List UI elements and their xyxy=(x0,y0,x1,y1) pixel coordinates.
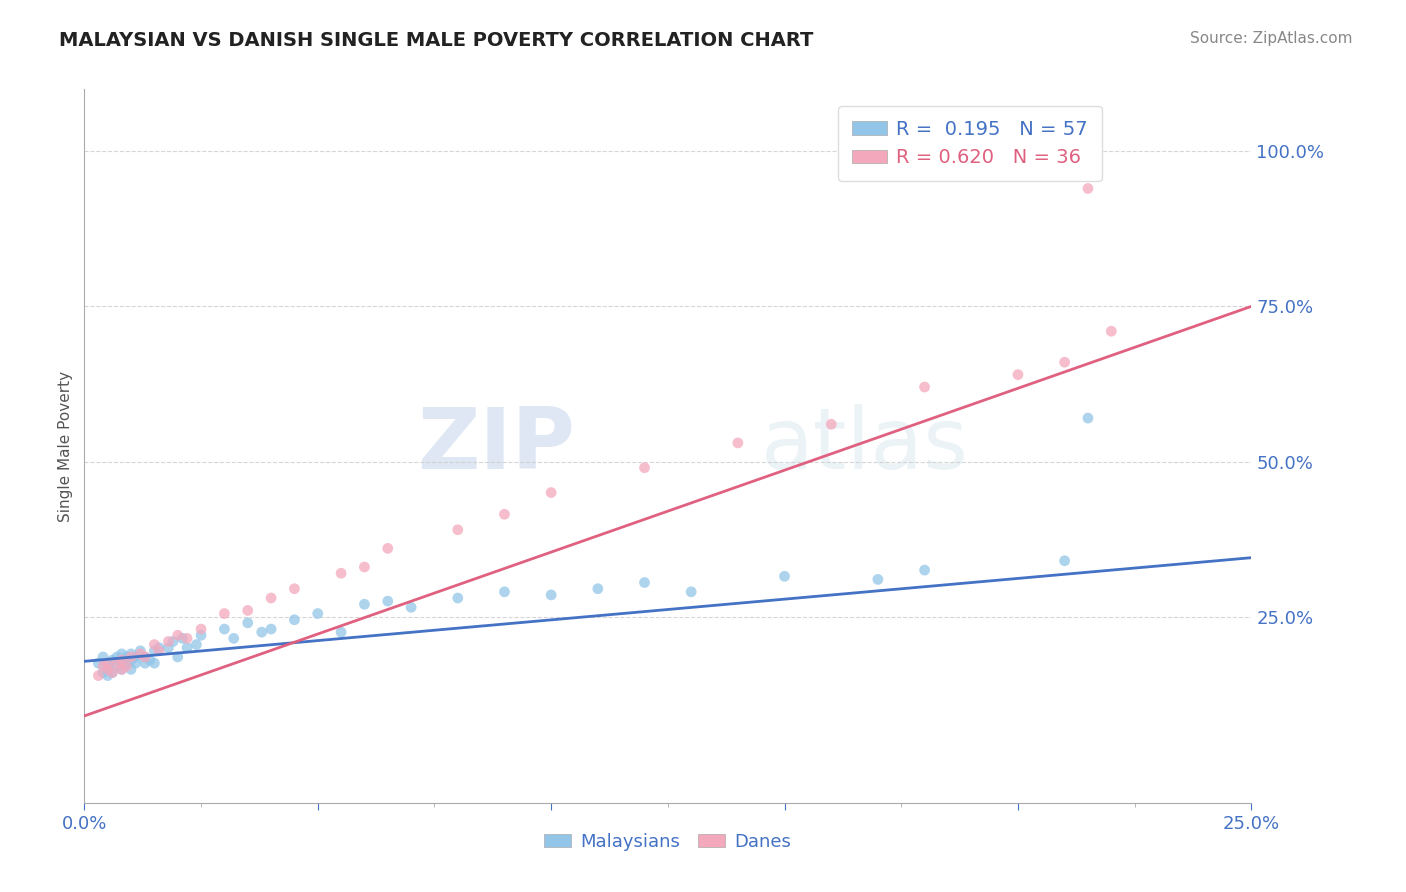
Point xyxy=(773,569,796,583)
Point xyxy=(125,656,148,670)
Point xyxy=(914,563,936,577)
Point xyxy=(125,650,148,665)
Point xyxy=(190,628,212,642)
Point xyxy=(143,656,166,670)
Point xyxy=(111,656,134,670)
Point xyxy=(176,640,198,655)
Point xyxy=(250,625,273,640)
Point xyxy=(138,653,160,667)
Point xyxy=(105,659,128,673)
Point xyxy=(101,665,124,680)
Point xyxy=(260,591,283,605)
Point xyxy=(377,541,399,556)
Point xyxy=(134,650,156,665)
Point xyxy=(1077,181,1099,195)
Point xyxy=(115,659,138,673)
Point xyxy=(172,632,194,646)
Text: Source: ZipAtlas.com: Source: ZipAtlas.com xyxy=(1189,31,1353,46)
Point xyxy=(633,575,655,590)
Point xyxy=(148,640,170,655)
Point xyxy=(186,638,208,652)
Point xyxy=(222,632,245,646)
Point xyxy=(330,566,353,581)
Point xyxy=(214,607,236,621)
Point xyxy=(97,662,120,676)
Point xyxy=(115,650,138,665)
Point xyxy=(214,622,236,636)
Point xyxy=(97,668,120,682)
Point xyxy=(447,523,470,537)
Point xyxy=(120,662,142,676)
Point xyxy=(190,622,212,636)
Point xyxy=(1099,324,1122,338)
Point xyxy=(111,662,134,676)
Point xyxy=(377,594,399,608)
Point xyxy=(353,560,375,574)
Point xyxy=(166,628,188,642)
Point xyxy=(307,607,329,621)
Point xyxy=(1053,355,1076,369)
Point xyxy=(97,662,120,676)
Point xyxy=(101,653,124,667)
Point xyxy=(236,603,259,617)
Point xyxy=(91,650,114,665)
Point xyxy=(91,659,114,673)
Point xyxy=(97,659,120,673)
Point xyxy=(157,640,180,655)
Point xyxy=(330,625,353,640)
Point xyxy=(148,644,170,658)
Point xyxy=(105,656,128,670)
Point xyxy=(111,653,134,667)
Text: MALAYSIAN VS DANISH SINGLE MALE POVERTY CORRELATION CHART: MALAYSIAN VS DANISH SINGLE MALE POVERTY … xyxy=(59,31,814,50)
Point xyxy=(111,662,134,676)
Point xyxy=(586,582,609,596)
Point xyxy=(1007,368,1029,382)
Point xyxy=(120,653,142,667)
Point xyxy=(143,644,166,658)
Point xyxy=(540,588,562,602)
Point xyxy=(399,600,422,615)
Point xyxy=(129,647,152,661)
Point xyxy=(283,613,305,627)
Point xyxy=(111,647,134,661)
Point xyxy=(283,582,305,596)
Point xyxy=(494,584,516,599)
Legend: Malaysians, Danes: Malaysians, Danes xyxy=(537,826,799,858)
Point xyxy=(115,656,138,670)
Point xyxy=(162,634,184,648)
Point xyxy=(633,460,655,475)
Text: atlas: atlas xyxy=(761,404,969,488)
Point xyxy=(447,591,470,605)
Point xyxy=(914,380,936,394)
Point xyxy=(134,650,156,665)
Point xyxy=(260,622,283,636)
Point xyxy=(101,665,124,680)
Point xyxy=(820,417,842,432)
Point xyxy=(166,650,188,665)
Point xyxy=(91,665,114,680)
Point xyxy=(97,656,120,670)
Point xyxy=(494,508,516,522)
Point xyxy=(143,638,166,652)
Point xyxy=(681,584,703,599)
Point xyxy=(1053,554,1076,568)
Point xyxy=(157,634,180,648)
Point xyxy=(120,650,142,665)
Point xyxy=(87,656,110,670)
Point xyxy=(105,650,128,665)
Point xyxy=(353,597,375,611)
Point xyxy=(97,656,120,670)
Point xyxy=(236,615,259,630)
Point xyxy=(540,485,562,500)
Y-axis label: Single Male Poverty: Single Male Poverty xyxy=(58,370,73,522)
Point xyxy=(134,656,156,670)
Point xyxy=(727,436,749,450)
Point xyxy=(1077,411,1099,425)
Point xyxy=(866,573,889,587)
Point xyxy=(87,668,110,682)
Point xyxy=(176,632,198,646)
Text: ZIP: ZIP xyxy=(416,404,575,488)
Point xyxy=(120,647,142,661)
Point xyxy=(129,644,152,658)
